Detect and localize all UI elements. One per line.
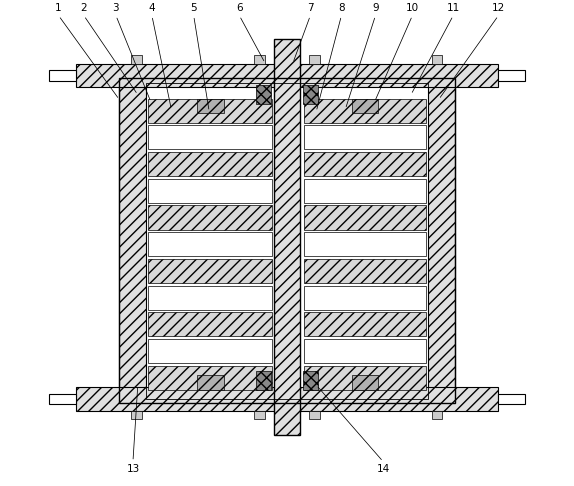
Text: 9: 9: [372, 3, 379, 13]
Bar: [309, 55, 320, 64]
Bar: [351, 375, 378, 390]
Bar: [255, 371, 271, 390]
Text: 3: 3: [113, 3, 119, 13]
Bar: [149, 179, 272, 203]
Text: 4: 4: [149, 3, 155, 13]
Text: 7: 7: [307, 3, 313, 13]
Bar: [255, 85, 271, 104]
Bar: [304, 206, 425, 229]
Bar: [274, 39, 300, 435]
Bar: [304, 125, 425, 149]
Bar: [149, 259, 272, 283]
Bar: [76, 64, 498, 87]
Text: 8: 8: [338, 3, 345, 13]
Bar: [149, 232, 272, 256]
Bar: [498, 70, 525, 81]
Bar: [76, 387, 498, 411]
Text: 12: 12: [492, 3, 505, 13]
Bar: [309, 411, 320, 419]
Bar: [197, 99, 224, 113]
Text: 2: 2: [80, 3, 87, 13]
Text: 14: 14: [377, 465, 390, 474]
Bar: [304, 99, 425, 122]
Bar: [304, 259, 425, 283]
Text: 1: 1: [55, 3, 62, 13]
Bar: [254, 55, 265, 64]
Bar: [304, 366, 425, 390]
Text: 13: 13: [126, 465, 139, 474]
Bar: [304, 339, 425, 363]
Bar: [146, 83, 428, 399]
Bar: [304, 152, 425, 176]
Bar: [149, 125, 272, 149]
Bar: [119, 78, 146, 403]
Bar: [428, 78, 455, 403]
Bar: [303, 371, 319, 390]
Bar: [304, 179, 425, 203]
Bar: [149, 206, 272, 229]
Bar: [498, 394, 525, 404]
Bar: [49, 70, 76, 81]
Bar: [149, 312, 272, 336]
Bar: [304, 312, 425, 336]
Bar: [304, 286, 425, 310]
Bar: [49, 394, 76, 404]
Bar: [119, 78, 455, 403]
Bar: [131, 411, 142, 419]
Text: 11: 11: [447, 3, 460, 13]
Text: 6: 6: [236, 3, 243, 13]
Text: 10: 10: [406, 3, 419, 13]
Bar: [303, 85, 319, 104]
Text: 5: 5: [191, 3, 197, 13]
Bar: [432, 55, 443, 64]
Bar: [351, 99, 378, 113]
Bar: [149, 366, 272, 390]
Bar: [149, 99, 272, 122]
Bar: [149, 286, 272, 310]
Bar: [304, 232, 425, 256]
Bar: [197, 375, 224, 390]
Bar: [149, 152, 272, 176]
Bar: [149, 339, 272, 363]
Bar: [131, 55, 142, 64]
Bar: [254, 411, 265, 419]
Bar: [432, 411, 443, 419]
